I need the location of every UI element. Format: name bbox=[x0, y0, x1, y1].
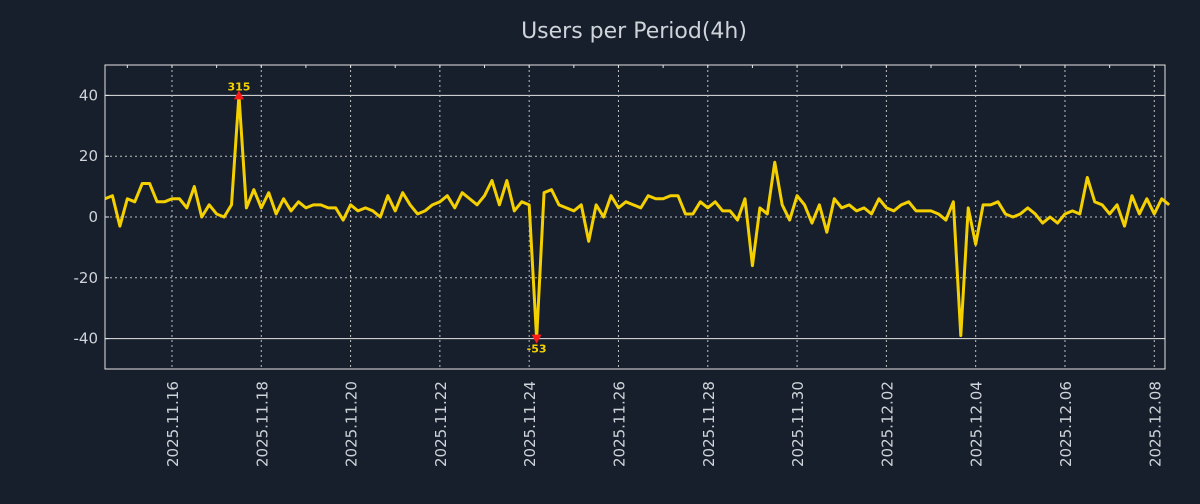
min-marker bbox=[531, 334, 542, 344]
x-tick-label: 2025.11.16 bbox=[164, 381, 182, 467]
min-label: -53 bbox=[527, 343, 547, 356]
plot-frame bbox=[104, 64, 1166, 370]
annotations: 315 -53 bbox=[227, 80, 546, 355]
y-tick-label: 40 bbox=[79, 86, 98, 104]
y-tick-label: 20 bbox=[79, 147, 98, 165]
x-tick-label: 2025.11.30 bbox=[789, 381, 807, 467]
max-marker bbox=[233, 90, 244, 100]
x-tick-label: 2025.12.06 bbox=[1057, 381, 1075, 467]
x-tick-label: 2025.11.28 bbox=[700, 381, 718, 467]
x-tick-label: 2025.11.26 bbox=[610, 381, 628, 467]
y-tick-label: -40 bbox=[74, 330, 99, 348]
x-tick-label: 2025.11.20 bbox=[343, 381, 361, 467]
grid bbox=[105, 65, 1165, 369]
series-line-users bbox=[104, 93, 1171, 341]
y-tick-label: -20 bbox=[74, 269, 99, 287]
y-tick-label: 0 bbox=[88, 208, 98, 226]
x-axis: 2025.11.16 2025.11.18 2025.11.20 2025.11.22… bbox=[126, 65, 1164, 467]
x-tick-label: 2025.12.04 bbox=[968, 381, 986, 467]
x-tick-label: 2025.12.08 bbox=[1146, 381, 1164, 467]
x-tick-label: 2025.11.22 bbox=[432, 381, 450, 467]
x-tick-label: 2025.11.24 bbox=[521, 381, 539, 467]
max-label: 315 bbox=[227, 80, 250, 93]
x-tick-label: 2025.12.02 bbox=[878, 381, 896, 467]
y-axis: 40 20 0 -20 -40 bbox=[74, 86, 109, 348]
x-tick-label: 2025.11.18 bbox=[253, 381, 271, 467]
chart-title: Users per Period(4h) bbox=[521, 19, 747, 44]
